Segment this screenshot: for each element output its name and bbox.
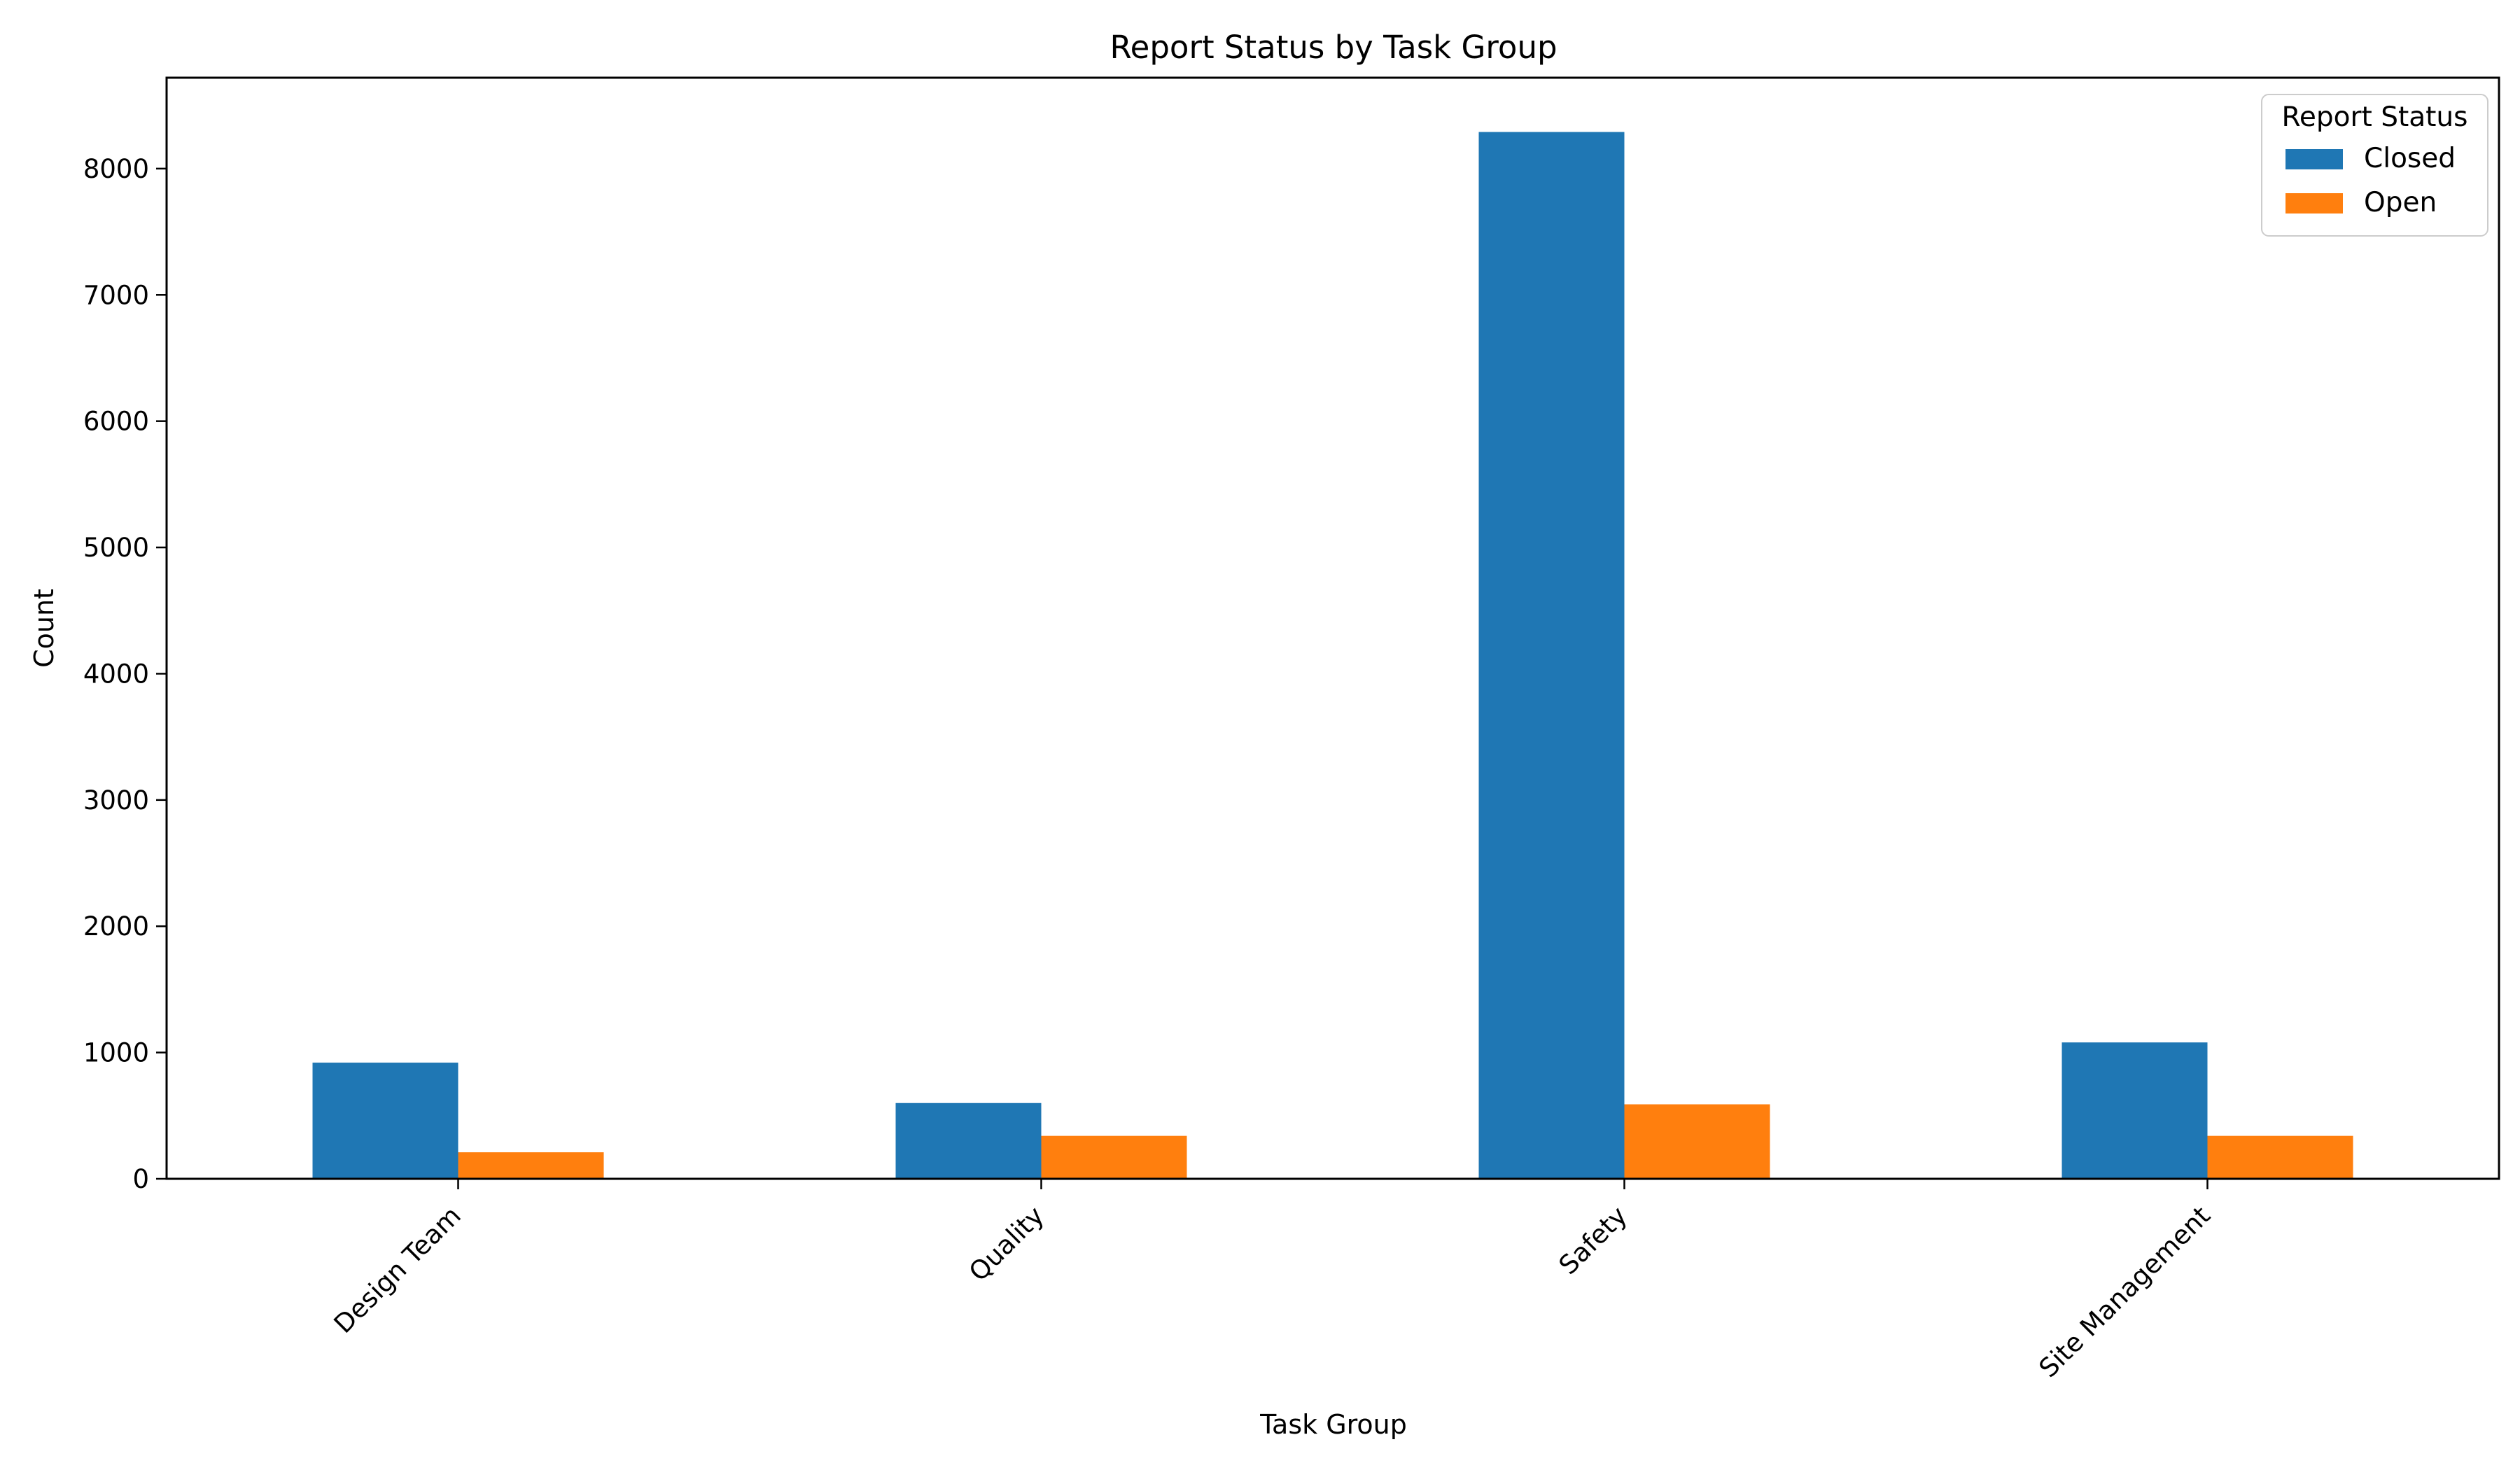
bar-open-1 <box>1041 1135 1187 1179</box>
plot-area: 010002000300040005000600070008000Design … <box>83 76 2500 1383</box>
plot-frame <box>165 76 2500 1180</box>
y-tick-label: 3000 <box>83 785 149 816</box>
y-tick-label: 7000 <box>83 280 149 310</box>
y-tick-label: 2000 <box>83 911 149 941</box>
legend: Report Status Closed Open <box>2261 94 2488 237</box>
y-tick-label: 5000 <box>83 533 149 563</box>
legend-label-closed: Closed <box>2364 143 2456 174</box>
y-tick-label: 4000 <box>83 659 149 689</box>
legend-swatch-closed <box>2286 149 2343 169</box>
y-tick-label: 8000 <box>83 154 149 184</box>
y-tick-label: 1000 <box>83 1038 149 1068</box>
y-axis-label: Count <box>29 589 59 668</box>
bar-open-0 <box>458 1152 604 1179</box>
legend-label-open: Open <box>2364 187 2437 218</box>
bar-closed-2 <box>1478 132 1625 1180</box>
bar-closed-0 <box>312 1063 458 1179</box>
bar-closed-1 <box>895 1102 1042 1179</box>
legend-swatch-open <box>2286 193 2343 214</box>
bar-open-2 <box>1624 1104 1770 1179</box>
chart-title: Report Status by Task Group <box>1110 29 1557 66</box>
bar-closed-3 <box>2062 1042 2208 1179</box>
legend-title: Report Status <box>2282 102 2468 133</box>
plot-background <box>167 78 2499 1179</box>
x-axis-label: Task Group <box>1259 1409 1407 1440</box>
y-tick-label: 6000 <box>83 407 149 437</box>
y-tick-label: 0 <box>132 1164 149 1194</box>
bar-open-3 <box>2207 1135 2353 1179</box>
